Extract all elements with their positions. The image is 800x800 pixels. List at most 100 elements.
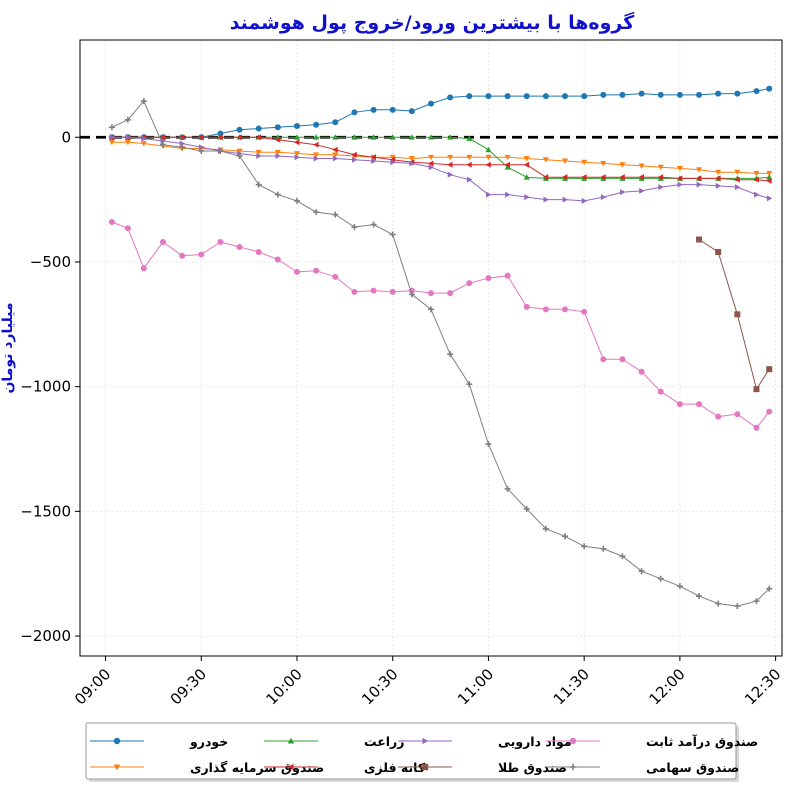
y-axis-label: میلیارد تومان — [0, 302, 16, 393]
data-point — [447, 171, 454, 178]
data-point — [408, 291, 415, 298]
series-7 — [108, 98, 773, 610]
series-line — [111, 141, 770, 174]
data-point — [504, 272, 511, 279]
data-point — [313, 155, 320, 162]
data-point — [715, 248, 722, 255]
x-tick-label: 11:00 — [454, 665, 497, 708]
data-point — [370, 287, 377, 294]
legend-marker — [287, 737, 295, 744]
data-point — [504, 485, 511, 492]
legend-marker — [113, 764, 121, 771]
data-point — [274, 149, 281, 156]
chart-title: گروه‌ها با بیشترین ورود/خروج پول هوشمند — [230, 11, 636, 34]
data-point — [293, 134, 300, 140]
data-point — [428, 154, 434, 161]
legend-item: صندوق سرمایه گذاری — [90, 760, 324, 775]
legend-marker — [113, 737, 121, 745]
series-6 — [108, 219, 773, 431]
data-point — [352, 156, 358, 163]
data-point — [293, 197, 300, 204]
data-point — [696, 401, 703, 408]
legend-label: خودرو — [189, 734, 228, 749]
data-point — [562, 93, 569, 100]
data-point — [766, 585, 773, 592]
data-point — [485, 154, 492, 161]
series-line — [111, 100, 770, 607]
data-point — [676, 583, 683, 590]
data-point — [179, 144, 186, 151]
legend-item: صندوق درآمد ثابت — [546, 734, 758, 749]
data-point — [371, 157, 377, 164]
data-point — [179, 134, 185, 141]
data-point — [523, 505, 530, 512]
data-point — [600, 161, 607, 167]
data-point — [466, 93, 473, 100]
data-point — [753, 424, 760, 431]
data-point — [734, 90, 741, 97]
data-point — [766, 195, 773, 202]
data-point — [274, 256, 281, 263]
data-point — [562, 196, 569, 203]
data-point — [466, 280, 473, 287]
data-point — [198, 147, 205, 154]
data-point — [159, 134, 166, 141]
data-point — [523, 93, 530, 100]
data-point — [293, 139, 300, 146]
data-point — [639, 187, 645, 194]
series-4 — [109, 134, 773, 204]
data-point — [657, 91, 664, 98]
data-point — [715, 182, 722, 189]
x-tick-label: 12:00 — [645, 665, 688, 708]
data-point — [504, 164, 511, 170]
data-point — [676, 175, 683, 182]
data-point — [638, 368, 645, 375]
data-point — [676, 166, 683, 172]
data-point — [198, 144, 205, 151]
series-line — [111, 136, 770, 182]
data-point — [217, 239, 224, 246]
data-point — [409, 160, 415, 167]
data-point — [542, 174, 549, 181]
data-point — [447, 290, 454, 297]
data-point — [677, 181, 683, 188]
legend-item: صندوق طلا — [398, 760, 567, 775]
series-3 — [108, 134, 772, 184]
data-point — [108, 219, 115, 226]
data-point — [734, 311, 741, 318]
data-point — [485, 93, 492, 100]
x-tick-label: 10:00 — [263, 665, 306, 708]
legend-item: کانه فلزی — [264, 760, 426, 775]
x-tick-label: 09:00 — [71, 665, 114, 708]
x-tick-label: 12:30 — [741, 665, 784, 708]
data-point — [543, 196, 549, 203]
data-point — [255, 125, 262, 132]
data-point — [294, 154, 300, 161]
legend-label: کانه فلزی — [364, 760, 426, 775]
data-point — [734, 603, 741, 610]
y-tick-label: −500 — [30, 253, 71, 271]
data-point — [715, 413, 722, 420]
data-point — [753, 386, 760, 393]
data-point — [389, 134, 396, 140]
data-point — [696, 593, 703, 600]
data-point — [351, 288, 358, 295]
data-point — [542, 306, 549, 313]
data-point — [734, 176, 740, 183]
data-point — [715, 90, 722, 97]
data-point — [447, 94, 454, 101]
data-point — [766, 174, 773, 180]
legend-label: مواد دارویی — [498, 734, 572, 749]
data-point — [428, 164, 434, 171]
data-point — [159, 239, 166, 246]
data-point — [600, 174, 606, 181]
data-point — [466, 381, 473, 388]
y-tick-label: −1500 — [20, 502, 71, 520]
data-point — [140, 98, 147, 105]
data-point — [390, 159, 396, 166]
data-point — [108, 139, 115, 146]
data-point — [274, 136, 281, 143]
legend-marker — [569, 737, 577, 745]
data-point — [524, 194, 530, 201]
data-point — [351, 134, 358, 140]
